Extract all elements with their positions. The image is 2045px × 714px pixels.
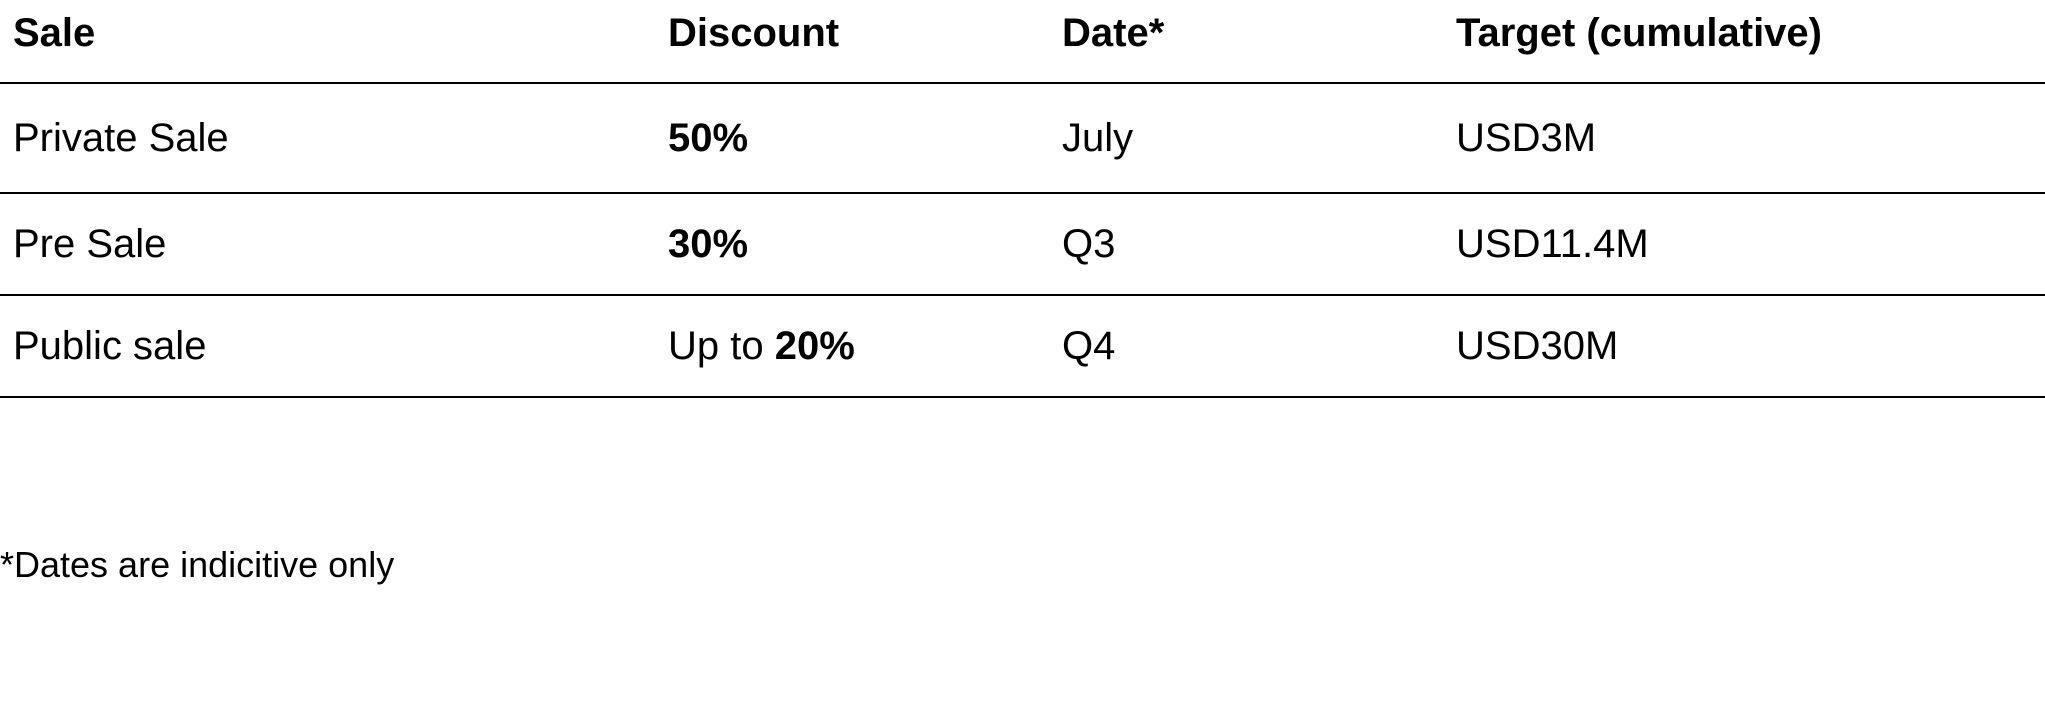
discount-cell: Up to 20%: [655, 295, 1049, 398]
discount-value: 30%: [668, 221, 749, 266]
sale-schedule-table: Sale Discount Date* Target (cumulative) …: [0, 0, 2045, 398]
table-row: Pre Sale 30% Q3 USD11.4M: [0, 193, 2045, 296]
target-cell: USD30M: [1443, 295, 2045, 398]
column-header-sale: Sale: [0, 0, 655, 84]
date-cell: July: [1049, 83, 1443, 194]
date-cell: Q4: [1049, 295, 1443, 398]
discount-value: 20%: [774, 323, 855, 368]
sale-name-cell: Private Sale: [0, 83, 655, 194]
column-header-target: Target (cumulative): [1443, 0, 2045, 84]
sale-name-cell: Pre Sale: [0, 193, 655, 296]
table-header-row: Sale Discount Date* Target (cumulative): [0, 0, 2045, 84]
target-cell: USD11.4M: [1443, 193, 2045, 296]
discount-value: 50%: [668, 115, 749, 160]
date-cell: Q3: [1049, 193, 1443, 296]
sale-name-cell: Public sale: [0, 295, 655, 398]
table-row: Private Sale 50% July USD3M: [0, 83, 2045, 194]
discount-cell: 50%: [655, 83, 1049, 194]
discount-cell: 30%: [655, 193, 1049, 296]
column-header-date: Date*: [1049, 0, 1443, 84]
dates-footnote: *Dates are indicitive only: [0, 544, 395, 585]
target-cell: USD3M: [1443, 83, 2045, 194]
discount-prefix: Up to: [668, 323, 775, 368]
column-header-discount: Discount: [655, 0, 1049, 84]
table-row: Public sale Up to 20% Q4 USD30M: [0, 295, 2045, 398]
